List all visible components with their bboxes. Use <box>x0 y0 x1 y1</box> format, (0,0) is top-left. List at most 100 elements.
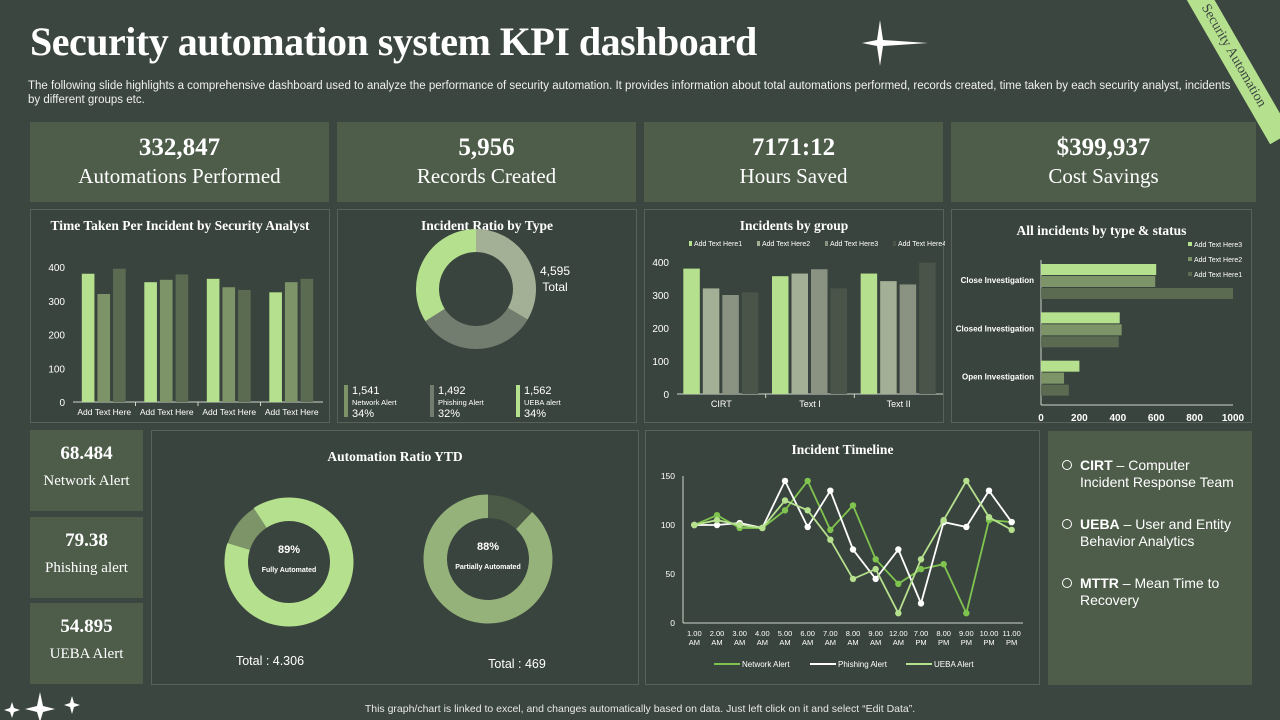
kpi-label: Hours Saved <box>739 164 848 188</box>
kpi-automations: 332,847 Automations Performed <box>30 122 329 202</box>
bar <box>175 274 189 402</box>
kpi-cost: $399,937 Cost Savings <box>951 122 1256 202</box>
donut-value <box>423 494 553 624</box>
kpi-value: 54.895 <box>60 616 113 637</box>
data-point <box>872 575 879 583</box>
donut-label: Partially Automated <box>455 564 520 571</box>
data-point <box>917 556 925 563</box>
data-point <box>781 507 789 514</box>
bar <box>791 273 808 394</box>
x-tick-label: Add Text Here <box>265 407 319 417</box>
data-point <box>963 477 970 485</box>
bar <box>741 292 759 394</box>
x-tick-label: AM <box>734 638 745 647</box>
y-tick-label: 50 <box>666 569 676 579</box>
legend-swatch <box>1188 272 1192 276</box>
chart-title: Incident Ratio by Type <box>421 218 553 233</box>
data-point <box>713 521 721 529</box>
glossary-item: CIRT – Computer Incident Response Team <box>1062 457 1242 490</box>
legend-swatch <box>1188 257 1192 261</box>
chart-automation-ratio[interactable]: Automation Ratio YTD 89% Fully Automated T… <box>151 430 639 685</box>
x-tick-label: PM <box>1006 638 1017 647</box>
chart-title: All incidents by type & status <box>1016 223 1187 238</box>
y-tick-label: Open Investigation <box>962 373 1034 382</box>
bar <box>97 294 111 402</box>
donut-label: Fully Automated <box>262 567 317 574</box>
data-point <box>804 477 811 485</box>
legend-swatch <box>344 385 348 417</box>
donut-slice <box>476 229 536 320</box>
y-tick-label: 300 <box>652 291 669 302</box>
data-point <box>691 521 698 529</box>
donut-total: Total : 469 <box>488 657 546 671</box>
chart-incident-timeline[interactable]: Incident Timeline 0 50 100 150 1.00 AM 2.00 AM 3… <box>645 430 1040 685</box>
y-tick-label: 100 <box>652 357 669 368</box>
glossary-abbr: CIRT <box>1080 457 1113 473</box>
data-point <box>963 610 970 617</box>
data-point <box>804 507 811 514</box>
x-tick-label: PM <box>983 638 994 647</box>
legend-label: Phishing Alert <box>838 660 888 669</box>
page-title: Security automation system KPI dashboard <box>30 19 757 64</box>
data-point <box>872 565 879 573</box>
donut-total: Total : 4.306 <box>236 654 304 668</box>
data-point <box>713 512 721 519</box>
slice-value: 1,541 <box>352 385 380 397</box>
legend-label: Add Text Here3 <box>1194 242 1242 249</box>
data-point <box>940 516 947 524</box>
data-point <box>827 526 834 534</box>
y-tick-label: 300 <box>48 297 65 308</box>
x-tick-label: AM <box>825 638 836 647</box>
data-point <box>1008 526 1015 534</box>
data-point <box>849 575 857 583</box>
x-tick-label: 12.00 <box>889 629 908 638</box>
chart-title: Automation Ratio YTD <box>327 449 463 464</box>
x-tick-label: 6.00 <box>800 629 815 638</box>
bar <box>1041 384 1069 396</box>
bar <box>269 292 282 402</box>
page-description: The following slide highlights a compreh… <box>28 80 1231 106</box>
x-tick-label: AM <box>711 638 722 647</box>
x-tick-label: 400 <box>1109 413 1126 424</box>
data-point <box>940 561 947 568</box>
chart-title: Incidents by group <box>739 218 849 233</box>
bar <box>771 276 789 394</box>
glossary-text: – Mean Time to Recovery <box>1080 575 1220 608</box>
x-tick-label: Text II <box>887 399 911 409</box>
bar <box>1041 336 1119 348</box>
legend-label: Add Text Here2 <box>1194 257 1242 264</box>
donut-value <box>224 497 354 627</box>
glossary-text: – User and Entity Behavior Analytics <box>1080 516 1231 549</box>
kpi-value: 332,847 <box>138 134 221 161</box>
x-tick-label: AM <box>870 638 881 647</box>
glossary-abbr: UEBA <box>1080 516 1120 532</box>
y-tick-label: 0 <box>59 398 65 409</box>
x-tick-label: AM <box>757 638 768 647</box>
y-tick-label: 400 <box>652 258 669 269</box>
y-tick-label: 100 <box>661 520 675 530</box>
bar <box>722 295 739 394</box>
side-kpi-phishing: 79.38 Phishing alert <box>30 517 143 598</box>
chart-incidents-by-status[interactable]: All incidents by type & status 0 200 400 60… <box>951 209 1252 424</box>
chart-time-per-incident[interactable]: Time Taken Per Incident by Security Anal… <box>30 209 330 423</box>
x-tick-label: 9.00 <box>959 629 974 638</box>
legend-swatch <box>825 241 828 246</box>
slice-pct: 34% <box>352 408 374 420</box>
data-point <box>1008 518 1015 526</box>
bar <box>830 288 848 394</box>
bar <box>880 281 897 394</box>
data-point <box>759 524 766 532</box>
x-tick-label: 0 <box>1038 413 1044 424</box>
kpi-label: Network Alert <box>43 473 130 489</box>
donut-slice <box>416 229 476 322</box>
glossary-abbr: MTTR <box>1080 575 1119 591</box>
y-tick-label: Close Investigation <box>961 276 1034 285</box>
slice-name: Phishing Alert <box>438 398 485 407</box>
slice-name: UEBA alert <box>524 398 562 407</box>
x-tick-label: 1.00 <box>687 629 702 638</box>
data-point <box>736 521 743 529</box>
chart-incidents-by-group[interactable]: Incidents by group 0 100 200 300 400 CIRT Text… <box>644 209 945 423</box>
x-tick-label: 800 <box>1186 413 1203 424</box>
chart-incident-ratio[interactable]: Incident Ratio by Type 4,595 Total 1,541 Ne… <box>337 209 637 423</box>
sparkle-icon <box>4 692 80 720</box>
